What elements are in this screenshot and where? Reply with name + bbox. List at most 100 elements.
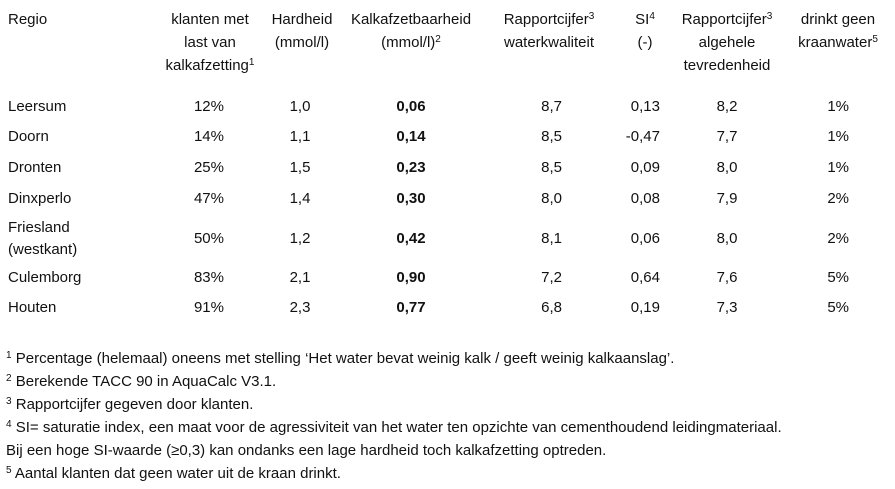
footnote-mark: 1: [6, 350, 12, 361]
header-line: klanten met: [125, 8, 295, 31]
value-cell: 0,30: [396, 190, 426, 207]
value-cell: 0,77: [396, 299, 426, 316]
header-text: last van: [184, 34, 236, 51]
footnote-text: Aantal klanten dat geen water uit de kra…: [14, 465, 341, 482]
value-cell: 0,64: [630, 269, 660, 286]
value-cell: 8,5: [541, 159, 562, 176]
value-cell: 1%: [827, 159, 849, 176]
value-cell: 47%: [193, 190, 224, 207]
value-cell: 7,3: [716, 299, 738, 316]
value-cell: 0,06: [396, 98, 426, 115]
value-cell: 91%: [193, 299, 224, 316]
value-cell: 1,4: [289, 190, 311, 207]
value-cell: 1,1: [289, 128, 311, 145]
header-line: (-): [560, 31, 730, 54]
header-line: Regio: [8, 8, 47, 31]
footnote-text: SI= saturatie index, een maat voor de ag…: [6, 419, 782, 459]
region-cell: Houten: [8, 299, 57, 316]
value-cell: 0,42: [396, 230, 426, 247]
footnote-ref: 2: [435, 34, 441, 45]
header-line: Rapportcijfer3: [464, 8, 634, 31]
header-text: Kalkafzetbaarheid: [350, 11, 472, 28]
header-text: kraanwater: [798, 34, 873, 51]
header-text: algehele: [698, 34, 756, 51]
footnote-ref: 3: [588, 11, 595, 22]
footnote-ref: 3: [766, 11, 773, 22]
footnote-mark: 5: [6, 465, 12, 476]
header-line: kalkafzetting1: [125, 54, 295, 77]
value-cell: 8,0: [716, 159, 738, 176]
value-cell: 50%: [193, 230, 224, 247]
region-cell: Doorn: [8, 128, 49, 145]
value-cell: 6,8: [541, 299, 562, 316]
footnote-text: Percentage (helemaal) oneens met stellin…: [15, 350, 675, 367]
region-cell: Dronten: [8, 159, 62, 176]
value-cell: 2%: [827, 230, 849, 247]
header-text: (mmol/l): [274, 34, 330, 51]
footnote-text: Berekende TACC 90 in AquaCalc V3.1.: [15, 373, 277, 390]
value-cell: 14%: [193, 128, 224, 145]
header-text: drinkt geen: [800, 11, 876, 28]
value-cell: 7,6: [716, 269, 738, 286]
value-cell: 0,90: [396, 269, 426, 286]
footnote: 3 Rapportcijfer gegeven door klanten.: [6, 393, 796, 416]
value-cell: 0,13: [630, 98, 660, 115]
value-cell: 1%: [827, 98, 849, 115]
header-line: Hardheid: [217, 8, 387, 31]
footnote-ref: 5: [872, 34, 878, 45]
header-text: kalkafzetting: [165, 57, 249, 74]
value-cell: 0,09: [630, 159, 660, 176]
value-cell: 8,0: [541, 190, 562, 207]
region-cell: Leersum: [8, 98, 67, 115]
footnote-mark: 3: [6, 396, 12, 407]
header-text: SI: [635, 11, 650, 28]
footnote-mark: 4: [6, 419, 12, 430]
header-text: Rapportcijfer: [503, 11, 589, 28]
value-cell: 83%: [193, 269, 224, 286]
header-text: klanten met: [171, 11, 249, 28]
footnote-ref: 1: [248, 57, 255, 68]
header-text: Rapportcijfer: [681, 11, 767, 28]
header-text: (-): [637, 34, 653, 51]
region-cell: Dinxperlo: [8, 190, 72, 207]
value-cell: 5%: [827, 269, 849, 286]
value-cell: 0,23: [396, 159, 426, 176]
value-cell: 1,0: [289, 98, 311, 115]
value-cell: 0,14: [396, 128, 426, 145]
footnote: 5 Aantal klanten dat geen water uit de k…: [6, 462, 796, 485]
value-cell: 0,06: [630, 230, 660, 247]
header-line: tevredenheid: [642, 54, 812, 77]
value-cell: 12%: [193, 98, 224, 115]
header-text: (mmol/l): [381, 34, 436, 51]
value-cell: -0,47: [625, 128, 660, 145]
value-cell: 25%: [193, 159, 224, 176]
value-cell: 2,1: [289, 269, 311, 286]
header-line: Rapportcijfer3: [642, 8, 812, 31]
header-text: waterkwaliteit: [503, 34, 595, 51]
value-cell: 7,7: [716, 128, 738, 145]
footnote: 4 SI= saturatie index, een maat voor de …: [6, 416, 796, 462]
footnote: 2 Berekende TACC 90 in AquaCalc V3.1.: [6, 370, 796, 393]
footnote: 1 Percentage (helemaal) oneens met stell…: [6, 347, 796, 370]
header-line: kraanwater5: [753, 31, 895, 54]
value-cell: 0,19: [630, 299, 660, 316]
value-cell: 7,2: [541, 269, 562, 286]
header-text: tevredenheid: [683, 57, 771, 74]
value-cell: 8,0: [716, 230, 738, 247]
header-line: algehele: [642, 31, 812, 54]
region-cell: Friesland (westkant): [8, 219, 78, 258]
value-cell: 2,3: [289, 299, 311, 316]
footnote-text: Rapportcijfer gegeven door klanten.: [15, 396, 254, 413]
value-cell: 7,9: [716, 190, 738, 207]
header-line: drinkt geen: [753, 8, 895, 31]
header-line: (mmol/l): [217, 31, 387, 54]
header-line: (mmol/l)2: [326, 31, 496, 54]
value-cell: 8,5: [541, 128, 562, 145]
value-cell: 5%: [827, 299, 849, 316]
value-cell: 0,08: [630, 190, 660, 207]
value-cell: 8,7: [541, 98, 562, 115]
value-cell: 2%: [827, 190, 849, 207]
header-line: SI4: [560, 8, 730, 31]
footnote-mark: 2: [6, 373, 12, 384]
